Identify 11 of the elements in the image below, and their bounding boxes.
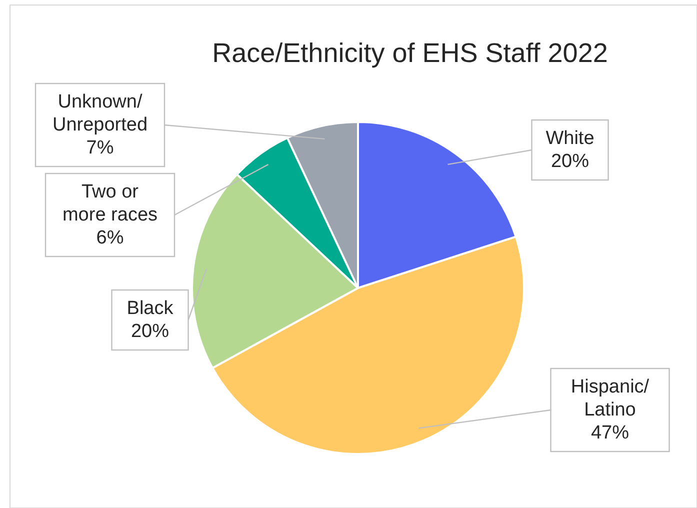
data-label: 47% xyxy=(590,422,630,444)
chart-title: Race/Ethnicity of EHS Staff 2022 xyxy=(212,38,608,68)
data-label: 7% xyxy=(86,138,114,158)
data-label: 20% xyxy=(130,321,170,342)
slice-label: White xyxy=(546,128,594,149)
slice-label: Unknown/Unreported xyxy=(52,92,148,136)
slice-label: Black xyxy=(126,298,174,319)
slice-label: Hispanic/Latino xyxy=(570,376,650,420)
data-label: 6% xyxy=(96,228,124,248)
data-label: 20% xyxy=(550,151,590,172)
slice-label: Two or more races xyxy=(62,182,158,226)
